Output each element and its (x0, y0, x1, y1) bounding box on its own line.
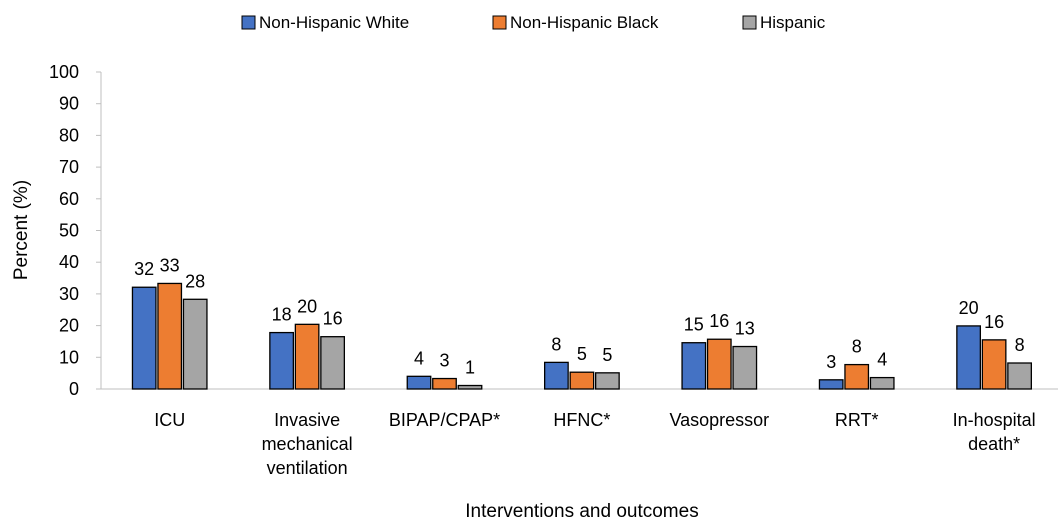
legend-label: Hispanic (760, 13, 826, 32)
x-axis: ICU Invasive mechanical ventilation BIPAP/CP… (101, 388, 1058, 478)
x-axis-title: Interventions and outcomes (465, 501, 698, 522)
bar (182, 298, 208, 390)
legend-label: Non-Hispanic White (259, 13, 409, 32)
y-tick-label: 10 (59, 347, 79, 367)
bar (457, 384, 483, 390)
legend-swatch (742, 15, 757, 30)
data-label: 3 (439, 351, 449, 371)
data-label: 18 (272, 305, 292, 325)
x-tick-label: Invasive mechanical ventilation (262, 410, 353, 478)
bar (569, 371, 595, 390)
x-tick-label: Vasopressor (669, 410, 769, 430)
y-tick-label: 50 (59, 221, 79, 241)
bar (1007, 362, 1032, 390)
bar (956, 325, 981, 390)
bar (732, 345, 758, 390)
bar (320, 336, 346, 390)
data-label: 20 (959, 298, 979, 318)
bar (681, 342, 707, 390)
y-tick-label: 90 (59, 94, 79, 114)
data-label: 5 (577, 344, 587, 364)
data-label: 5 (602, 345, 612, 365)
legend-label: Non-Hispanic Black (510, 13, 659, 32)
bar (406, 375, 432, 390)
bar (157, 282, 183, 390)
data-label: 4 (877, 350, 887, 370)
data-label: 32 (134, 259, 154, 279)
data-label: 20 (297, 296, 317, 316)
y-tick-label: 0 (69, 379, 79, 399)
legend-item: Non-Hispanic White (241, 13, 409, 32)
data-label: 16 (323, 309, 343, 329)
bar (981, 339, 1007, 390)
bars (131, 282, 1032, 390)
bar (269, 331, 295, 390)
y-tick-label: 20 (59, 316, 79, 336)
data-label: 28 (185, 271, 205, 291)
legend-item: Hispanic (742, 13, 826, 32)
data-label: 15 (684, 315, 704, 335)
data-label: 8 (1015, 335, 1025, 355)
y-axis: 0 10 20 30 40 50 60 70 80 90 100 (49, 62, 102, 399)
bar (818, 379, 844, 390)
bar (844, 363, 870, 390)
data-label: 16 (984, 312, 1004, 332)
y-tick-label: 40 (59, 252, 79, 272)
x-tick-label: ICU (154, 410, 185, 430)
y-tick-label: 60 (59, 189, 79, 209)
data-label: 33 (160, 255, 180, 275)
data-label: 4 (414, 348, 424, 368)
y-tick-label: 100 (49, 62, 79, 82)
x-tick-label: RRT* (835, 410, 879, 430)
y-tick-label: 70 (59, 157, 79, 177)
bar (595, 372, 620, 390)
bar (131, 286, 157, 390)
x-tick-label: In-hospital death* (953, 410, 1036, 454)
bar (869, 376, 895, 390)
y-tick-label: 30 (59, 284, 79, 304)
data-label: 3 (826, 352, 836, 372)
data-label: 1 (465, 358, 475, 378)
data-label: 16 (709, 311, 729, 331)
bar (294, 323, 320, 390)
legend-item: Non-Hispanic Black (492, 13, 659, 32)
bar (432, 377, 457, 390)
legend: Non-Hispanic White Non-Hispanic Black Hisp… (241, 13, 826, 32)
legend-swatch (492, 15, 507, 30)
bar (706, 338, 732, 390)
y-axis-title: Percent (%) (11, 180, 32, 280)
data-label: 8 (551, 334, 561, 354)
data-label: 8 (852, 337, 862, 357)
legend-swatch (241, 15, 256, 30)
y-tick-label: 80 (59, 125, 79, 145)
x-tick-label: BIPAP/CPAP* (389, 410, 500, 430)
data-label: 13 (735, 319, 755, 339)
x-tick-label: HFNC* (553, 410, 610, 430)
bar (544, 361, 569, 390)
